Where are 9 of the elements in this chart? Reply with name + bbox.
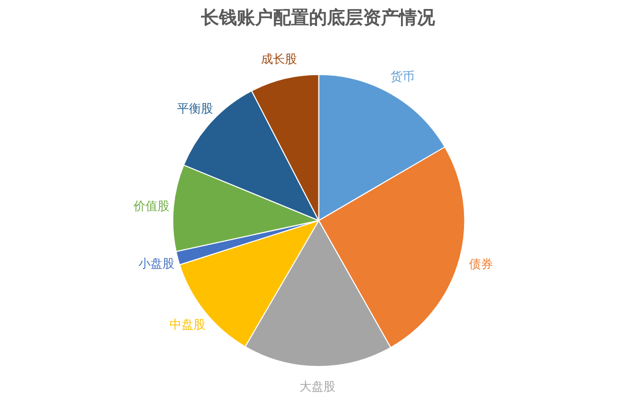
chart-title: 长钱账户配置的底层资产情况 xyxy=(200,8,436,28)
slice-label: 货币 xyxy=(390,69,414,84)
slice-label: 价值股 xyxy=(132,198,170,213)
slice-label: 平衡股 xyxy=(176,101,213,116)
slice-label: 大盘股 xyxy=(300,380,336,394)
slice-label: 小盘股 xyxy=(138,256,175,270)
slice-label: 债券 xyxy=(468,256,493,271)
slice-label: 成长股 xyxy=(261,52,298,66)
slice-label: 中盘股 xyxy=(170,317,206,332)
